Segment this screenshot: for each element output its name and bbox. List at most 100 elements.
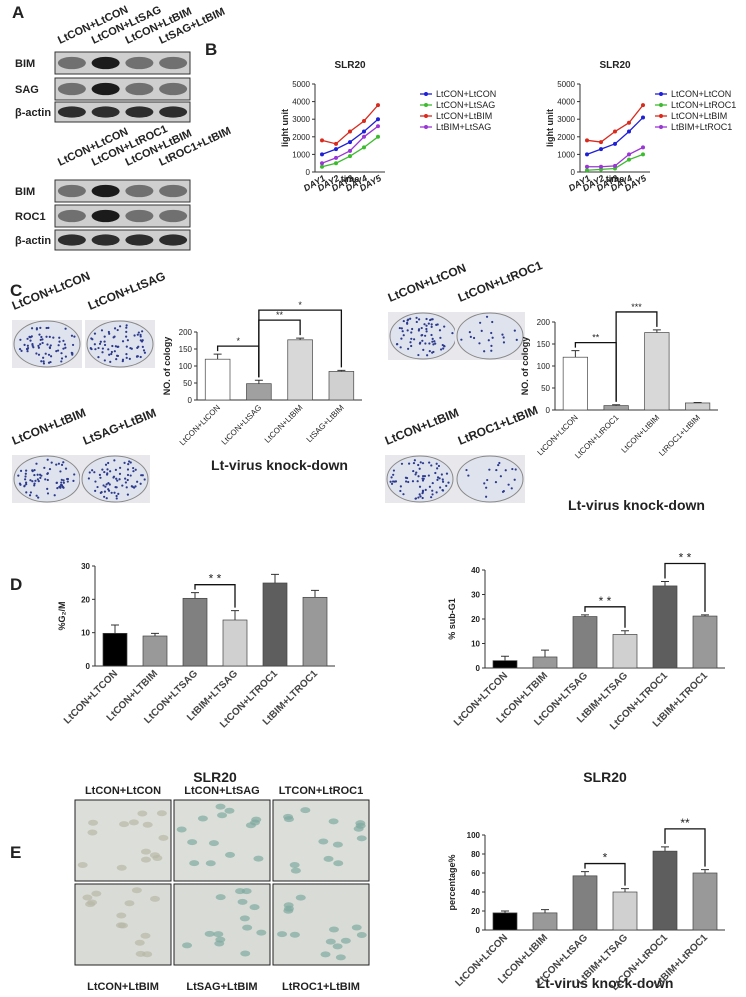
colony bbox=[402, 334, 405, 337]
cell bbox=[176, 826, 187, 833]
colony bbox=[398, 326, 401, 330]
colony bbox=[118, 478, 121, 481]
y-tick-label: 20 bbox=[471, 907, 480, 916]
colony bbox=[125, 324, 128, 327]
cell bbox=[335, 954, 346, 961]
colony bbox=[439, 486, 442, 489]
y-tick-label: 10 bbox=[471, 640, 480, 649]
colony bbox=[98, 342, 102, 345]
colony bbox=[93, 471, 96, 474]
x-tick-label: LtCON+LtBIM bbox=[620, 413, 662, 455]
cell bbox=[355, 820, 366, 827]
colony bbox=[90, 337, 93, 340]
colony bbox=[37, 496, 40, 499]
y-tick-label: 0 bbox=[546, 406, 551, 415]
colony bbox=[103, 490, 107, 493]
colony bbox=[109, 470, 112, 473]
colony bbox=[490, 344, 493, 347]
colony bbox=[513, 329, 516, 332]
colony bbox=[130, 347, 133, 350]
colony bbox=[125, 330, 128, 333]
colony bbox=[103, 495, 106, 498]
colony bbox=[424, 342, 427, 345]
colony bbox=[33, 473, 36, 477]
legend-label: LtCON+LtCON bbox=[671, 89, 731, 99]
blot-band bbox=[159, 56, 188, 70]
colony bbox=[143, 478, 146, 481]
cell bbox=[82, 894, 93, 901]
colony bbox=[116, 345, 119, 349]
colony bbox=[445, 472, 449, 475]
colony bbox=[31, 480, 34, 483]
blot-band bbox=[125, 106, 154, 118]
colony bbox=[422, 348, 425, 351]
cell bbox=[156, 810, 167, 817]
dish-label: LtCON+LtROC1 bbox=[456, 258, 545, 305]
colony bbox=[427, 322, 430, 325]
comparison-bracket bbox=[258, 309, 343, 378]
row-label: SAG bbox=[15, 84, 39, 96]
y-tick-label: 5000 bbox=[557, 80, 575, 89]
bar bbox=[492, 660, 518, 669]
legend-label: LtCON+LtCON bbox=[436, 89, 496, 99]
colony bbox=[60, 478, 63, 481]
error-bar bbox=[151, 632, 159, 636]
colony bbox=[36, 473, 39, 476]
colony bbox=[30, 335, 33, 338]
error-bar bbox=[254, 379, 263, 384]
cell bbox=[134, 939, 145, 946]
colony bbox=[410, 331, 413, 334]
point bbox=[627, 152, 631, 157]
panel-label: A bbox=[12, 3, 24, 22]
y-tick-label: 4000 bbox=[292, 98, 310, 107]
colony bbox=[416, 480, 419, 483]
colony bbox=[24, 475, 27, 478]
cell bbox=[290, 867, 301, 874]
colony bbox=[129, 474, 132, 477]
colony bbox=[406, 321, 409, 325]
dish bbox=[389, 312, 457, 360]
blot-band bbox=[125, 209, 154, 223]
colony bbox=[409, 341, 412, 344]
cell bbox=[215, 936, 226, 943]
x-axis-label: Lt-virus knock-down bbox=[537, 975, 674, 991]
y-axis-label: % sub-G1 bbox=[447, 598, 457, 640]
colony bbox=[42, 360, 45, 363]
colony bbox=[418, 485, 422, 488]
point bbox=[627, 129, 631, 134]
colony bbox=[490, 349, 493, 352]
colony bbox=[70, 334, 74, 337]
y-tick-label: 200 bbox=[179, 328, 193, 337]
colony bbox=[417, 496, 420, 499]
point bbox=[362, 145, 366, 150]
y-tick-label: 4000 bbox=[557, 98, 575, 107]
legend-marker bbox=[659, 114, 663, 118]
x-tick-label: LtCON+LtBIM bbox=[263, 403, 305, 445]
colony bbox=[124, 477, 127, 480]
y-tick-label: 20 bbox=[471, 615, 480, 624]
colony bbox=[469, 335, 472, 339]
colony bbox=[23, 485, 26, 488]
bar bbox=[572, 875, 598, 931]
colony bbox=[117, 492, 120, 495]
colony bbox=[419, 495, 422, 498]
error-bar bbox=[271, 573, 279, 583]
colony bbox=[417, 328, 421, 331]
colony bbox=[125, 326, 128, 329]
colony bbox=[64, 346, 67, 349]
colony bbox=[141, 474, 144, 477]
colony bbox=[25, 483, 28, 486]
colony bbox=[35, 352, 38, 355]
cell bbox=[289, 862, 300, 869]
colony bbox=[437, 464, 441, 468]
colony bbox=[121, 340, 125, 343]
legend-marker bbox=[659, 103, 663, 107]
cell bbox=[300, 807, 311, 814]
legend-marker bbox=[424, 114, 428, 118]
colony bbox=[64, 355, 67, 358]
colony bbox=[431, 337, 434, 340]
colony bbox=[425, 330, 428, 333]
blot-strip bbox=[54, 204, 191, 228]
colony bbox=[36, 478, 39, 481]
colony bbox=[41, 338, 44, 341]
